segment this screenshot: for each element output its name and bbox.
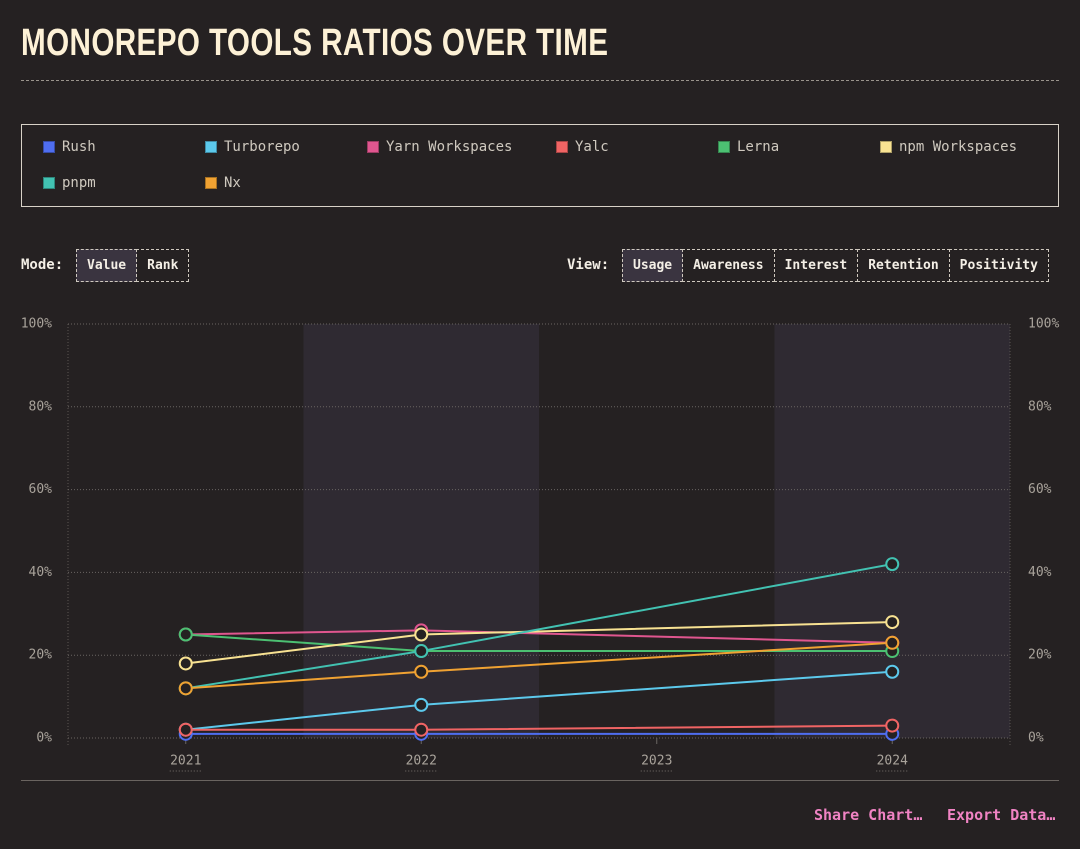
mode-button[interactable]: Rank (136, 249, 190, 282)
legend-item[interactable]: Yarn Workspaces (367, 139, 512, 155)
legend-item[interactable]: npm Workspaces (880, 139, 1017, 155)
view-button[interactable]: Usage (622, 249, 684, 282)
legend-item[interactable]: Nx (205, 175, 241, 191)
y2-tick-label: 100% (1028, 317, 1059, 332)
view-label: View: (567, 257, 610, 273)
data-point (414, 644, 429, 659)
data-point (178, 627, 193, 642)
legend-swatch (205, 141, 217, 153)
y2-tick-label: 60% (1028, 482, 1052, 497)
legend-label: Nx (224, 175, 241, 191)
legend-swatch (718, 141, 730, 153)
legend-label: Turborepo (224, 139, 300, 155)
legend-swatch (556, 141, 568, 153)
mode-button[interactable]: Value (76, 249, 138, 282)
data-point (178, 722, 193, 737)
y-tick-label: 20% (29, 648, 53, 663)
export-data[interactable]: Export Data… (947, 806, 1056, 824)
y2-tick-label: 40% (1028, 565, 1052, 580)
legend-label: pnpm (62, 175, 96, 191)
legend-label: Yalc (575, 139, 609, 155)
y-tick-label: 80% (29, 399, 53, 414)
x-tick-label: 2021 (170, 754, 201, 769)
legend-swatch (43, 177, 55, 189)
data-point (885, 664, 900, 679)
legend-label: npm Workspaces (899, 139, 1018, 155)
legend-swatch (367, 141, 379, 153)
data-point (178, 656, 193, 671)
view-button[interactable]: Awareness (682, 249, 775, 282)
data-point (414, 697, 429, 712)
view-button[interactable]: Interest (773, 249, 859, 282)
view-buttons: Usage Awareness Interest Retention Positivit… (622, 249, 1049, 282)
y-tick-label: 0% (36, 731, 52, 746)
y2-tick-label: 20% (1028, 648, 1052, 663)
data-point (885, 557, 900, 572)
divider (21, 780, 1059, 781)
mode-label: Mode: (21, 257, 64, 273)
legend-item[interactable]: pnpm (43, 175, 96, 191)
x-tick-label: 2024 (877, 754, 908, 769)
data-point (414, 722, 429, 737)
legend-swatch (43, 141, 55, 153)
page-title: MONOREPO TOOLS RATIOS OVER TIME (21, 22, 609, 64)
x-tick-label: 2023 (641, 754, 672, 769)
legend-item[interactable]: Lerna (718, 139, 779, 155)
y-tick-label: 40% (29, 565, 53, 580)
data-point (414, 664, 429, 679)
y2-tick-label: 80% (1028, 399, 1052, 414)
data-point (885, 635, 900, 650)
legend-swatch (880, 141, 892, 153)
legend-item[interactable]: Rush (43, 139, 96, 155)
y-tick-label: 60% (29, 482, 53, 497)
view-button[interactable]: Retention (857, 249, 950, 282)
legend-item[interactable]: Yalc (556, 139, 609, 155)
legend-label: Rush (62, 139, 96, 155)
legend-swatch (205, 177, 217, 189)
data-point (885, 615, 900, 630)
y-tick-label: 100% (21, 317, 52, 332)
data-point (885, 718, 900, 733)
view-button[interactable]: Positivity (948, 249, 1049, 282)
legend-item[interactable]: Turborepo (205, 139, 300, 155)
data-point (178, 681, 193, 696)
legend-label: Yarn Workspaces (386, 139, 513, 155)
y2-tick-label: 0% (1028, 731, 1044, 746)
legend: Rush Turborepo Yarn Workspaces Yalc Lerna npm… (21, 124, 1059, 207)
share-chart[interactable]: Share Chart… (814, 806, 923, 824)
data-point (414, 627, 429, 642)
x-tick-label: 2022 (406, 754, 437, 769)
mode-buttons: Value Rank (76, 249, 190, 282)
divider (21, 80, 1059, 81)
chart: 0% 0% 20% 20% 40% 40% 60% 60% 80% 80% 100% 100% 2021… (21, 317, 1059, 772)
legend-label: Lerna (737, 139, 780, 155)
